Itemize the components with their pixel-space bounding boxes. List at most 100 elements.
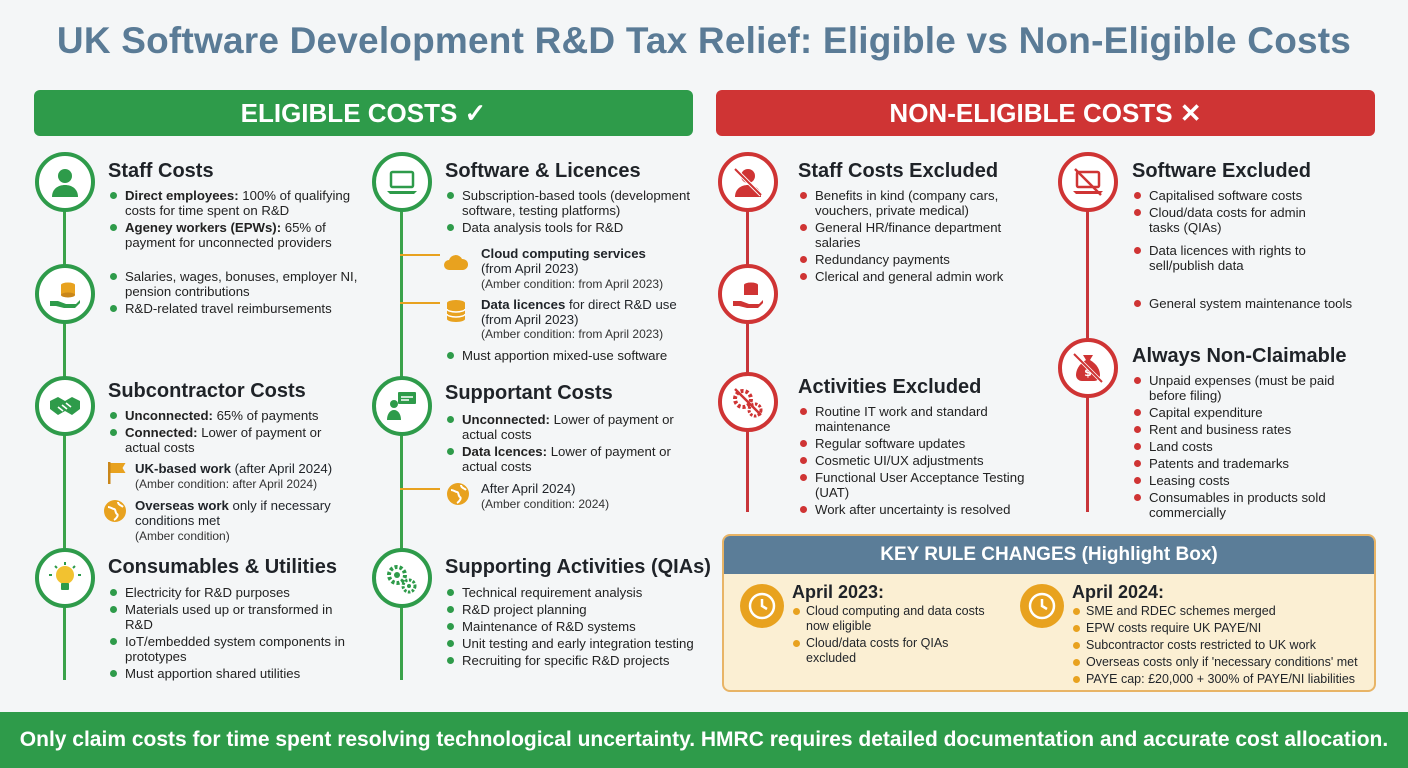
- list-item: Data analysis tools for R&D: [446, 220, 701, 235]
- list-item: Salaries, wages, bonuses, employer NI, p…: [109, 269, 359, 299]
- software-list-2: Must apportion mixed-use software: [446, 348, 701, 365]
- software-licences-title: Software & Licences: [445, 160, 641, 182]
- staff-excluded-title: Staff Costs Excluded: [798, 160, 999, 182]
- list-item: Cloud computing and data costs now eligi…: [792, 604, 1007, 634]
- list-item: Routine IT work and standard maintenance: [799, 404, 1034, 434]
- database-icon: [443, 298, 469, 324]
- money-hand-icon: [35, 264, 95, 324]
- list-item: Data lcences: Lower of payment or actual…: [446, 444, 686, 474]
- page-title: UK Software Development R&D Tax Relief: …: [56, 20, 1352, 61]
- list-item: PAYE cap: £20,000 + 300% of PAYE/NI liab…: [1072, 672, 1372, 687]
- footer-note: Only claim costs for time spent resolvin…: [0, 712, 1408, 768]
- key-rule-changes-title: KEY RULE CHANGES (Highlight Box): [724, 536, 1374, 574]
- subcontractor-list: Unconnected: 65% of payments Connected: …: [109, 408, 349, 457]
- globe-icon: [102, 498, 128, 524]
- list-item: R&D-related travel reimbursements: [109, 301, 359, 316]
- activities-excluded-list: Routine IT work and standard maintenance…: [799, 404, 1034, 519]
- eligible-banner: ELIGIBLE COSTS ✓: [34, 90, 693, 136]
- cloud-icon: [443, 250, 469, 276]
- april-2023-list: Cloud computing and data costs now eligi…: [792, 604, 1007, 668]
- list-item: Consumables in products sold commerciall…: [1133, 490, 1343, 520]
- list-item: Must apportion mixed-use software: [446, 348, 701, 363]
- supporting-list: Technical requirement analysis R&D proje…: [446, 585, 696, 670]
- gears-icon: [372, 548, 432, 608]
- list-item: IoT/embedded system components in protot…: [109, 634, 354, 664]
- list-item: SME and RDEC schemes merged: [1072, 604, 1372, 619]
- list-item: R&D project planning: [446, 602, 696, 617]
- lightbulb-icon: [35, 548, 95, 608]
- supporting-activities-title: Supporting Activities (QIAs): [445, 556, 711, 578]
- list-item: Recruiting for specific R&D projects: [446, 653, 696, 668]
- list-item: Work after uncertainty is resolved: [799, 502, 1034, 517]
- staff-costs-list-2: Salaries, wages, bonuses, employer NI, p…: [109, 269, 359, 318]
- non-eligible-banner: NON-ELIGIBLE COSTS ✕: [716, 90, 1375, 136]
- data-licences-amber: (Amber condition: from April 2023): [481, 327, 664, 341]
- overseas-amber: (Amber condition): [135, 529, 230, 543]
- list-item: Technical requirement analysis: [446, 585, 696, 600]
- list-item: Direct employees: 100% of qualifying cos…: [109, 188, 359, 218]
- software-list: Subscription-based tools (development so…: [446, 188, 701, 237]
- clock-icon: [1020, 584, 1064, 628]
- amber-connector: [400, 302, 440, 304]
- list-item: Capitalised software costs: [1133, 188, 1368, 203]
- uk-work-item: UK-based work (after April 2024): [135, 461, 333, 476]
- person-icon: [35, 152, 95, 212]
- list-item: Materials used up or transformed in R&D: [109, 602, 354, 632]
- timeline-spine: [746, 200, 749, 512]
- laptop-excluded-icon: [1058, 152, 1118, 212]
- list-item: Ageney workers (EPWs): 65% of payment fo…: [109, 220, 359, 250]
- money-hand-excluded-icon: [718, 264, 778, 324]
- after-april-item: After April 2024): [481, 481, 576, 496]
- timeline-spine: [400, 200, 403, 680]
- staff-excluded-list: Benefits in kind (company cars, vouchers…: [799, 188, 1029, 286]
- april-2024-list: SME and RDEC schemes merged EPW costs re…: [1072, 604, 1372, 689]
- key-rule-changes-box: KEY RULE CHANGES (Highlight Box) April 2…: [722, 534, 1376, 692]
- list-item: Electricity for R&D purposes: [109, 585, 354, 600]
- april-2024-title: April 2024:: [1072, 582, 1165, 602]
- globe-icon: [445, 481, 471, 507]
- list-item: Overseas costs only if 'necessary condit…: [1072, 655, 1372, 670]
- staff-costs-list: Direct employees: 100% of qualifying cos…: [109, 188, 359, 252]
- clock-icon: [740, 584, 784, 628]
- list-item: Unit testing and early integration testi…: [446, 636, 696, 651]
- always-non-claimable-title: Always Non-Claimable: [1132, 345, 1347, 367]
- staff-costs-title: Staff Costs: [108, 160, 214, 182]
- list-item: Rent and business rates: [1133, 422, 1368, 437]
- software-excluded-title: Software Excluded: [1132, 160, 1311, 182]
- list-item: Unconnected: 65% of payments: [109, 408, 349, 423]
- software-excluded-list-2: Data licences with rights to sell/publis…: [1133, 243, 1333, 275]
- list-item: Benefits in kind (company cars, vouchers…: [799, 188, 1029, 218]
- overseas-item: Overseas work only if necessary conditio…: [135, 498, 331, 528]
- timeline-spine: [63, 200, 66, 680]
- consumables-title: Consumables & Utilities: [108, 556, 337, 578]
- list-item: Functional User Acceptance Testing (UAT): [799, 470, 1034, 500]
- list-item: Data licences with rights to sell/publis…: [1133, 243, 1333, 273]
- amber-connector: [400, 254, 440, 256]
- list-item: Subcontractor costs restricted to UK wor…: [1072, 638, 1372, 653]
- list-item: Cloud/data costs for admin tasks (QIAs): [1133, 205, 1313, 235]
- cloud-amber: (Amber condition: from April 2023): [481, 277, 664, 291]
- list-item: Clerical and general admin work: [799, 269, 1029, 284]
- gears-excluded-icon: [718, 372, 778, 432]
- list-item: Capital expenditure: [1133, 405, 1368, 420]
- money-bag-icon: $: [1058, 338, 1118, 398]
- april-2023-title: April 2023:: [792, 582, 885, 602]
- always-non-claimable-list: Unpaid expenses (must be paid before fil…: [1133, 373, 1368, 522]
- list-item: EPW costs require UK PAYE/NI: [1072, 621, 1372, 636]
- data-licences-item: Data licences for direct R&D use (from Ap…: [481, 297, 677, 327]
- list-item: General system maintenance tools: [1133, 296, 1373, 311]
- software-excluded-list: Capitalised software costs Cloud/data co…: [1133, 188, 1368, 237]
- after-april-amber: (Amber condition: 2024): [481, 497, 610, 511]
- amber-connector: [400, 488, 440, 490]
- svg-text:$: $: [1084, 366, 1092, 379]
- list-item: Maintenance of R&D systems: [446, 619, 696, 634]
- list-item: Regular software updates: [799, 436, 1034, 451]
- consumables-list: Electricity for R&D purposes Materials u…: [109, 585, 354, 683]
- list-item: Must apportion shared utilities: [109, 666, 354, 681]
- list-item: Patents and trademarks: [1133, 456, 1368, 471]
- flag-icon: [104, 460, 130, 486]
- handshake-icon: [35, 376, 95, 436]
- list-item: Redundancy payments: [799, 252, 1029, 267]
- supportant-list: Unconnected: Lower of payment or actual …: [446, 412, 686, 476]
- list-item: Unconnected: Lower of payment or actual …: [446, 412, 686, 442]
